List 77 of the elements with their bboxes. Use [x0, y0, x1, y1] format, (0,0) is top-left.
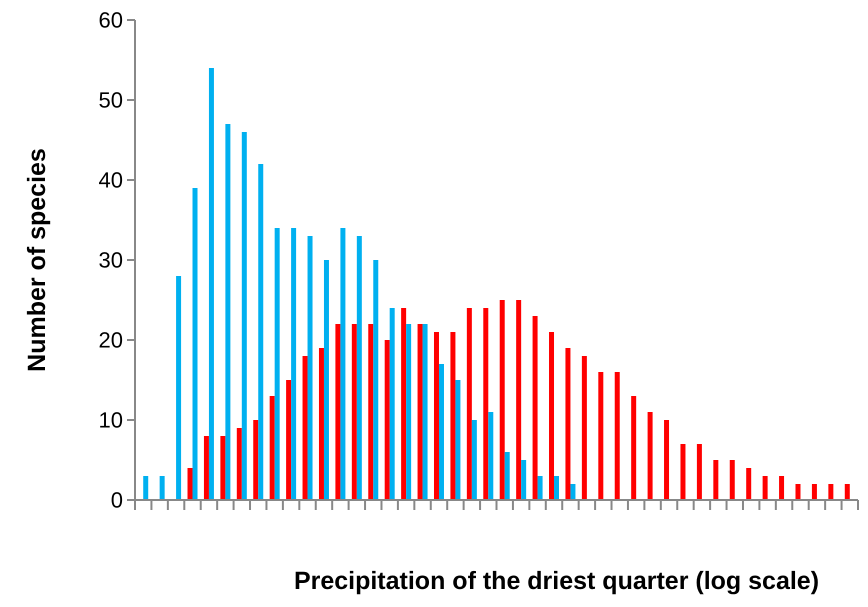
- bar: [521, 460, 526, 500]
- y-tick-label: 50: [98, 88, 123, 113]
- y-tick-label: 10: [98, 408, 123, 433]
- bar: [286, 380, 292, 500]
- bar: [554, 476, 560, 500]
- bar: [538, 476, 543, 500]
- bar: [582, 356, 587, 500]
- bar: [204, 436, 209, 500]
- bar: [356, 236, 362, 500]
- bar: [549, 332, 554, 500]
- y-tick-label: 20: [98, 328, 123, 353]
- bar: [192, 188, 198, 500]
- bar: [631, 396, 636, 500]
- bar: [401, 308, 406, 500]
- bar: [352, 324, 357, 500]
- bar: [225, 124, 230, 500]
- bar: [308, 236, 313, 500]
- bar: [516, 300, 522, 500]
- bar: [368, 324, 374, 500]
- bar: [504, 452, 510, 500]
- bar: [779, 476, 784, 500]
- bar: [664, 420, 670, 500]
- bar: [208, 68, 214, 500]
- bar: [828, 484, 834, 500]
- bar: [844, 484, 850, 500]
- bar: [483, 308, 488, 500]
- x-axis-title: Precipitation of the driest quarter (log scale): [294, 567, 820, 595]
- bar: [762, 476, 768, 500]
- bar: [472, 420, 477, 500]
- bar: [450, 332, 456, 500]
- bar: [418, 324, 423, 500]
- bar: [274, 228, 280, 500]
- bar: [434, 332, 439, 500]
- bar: [335, 324, 340, 500]
- bar: [160, 476, 165, 500]
- bar: [532, 316, 538, 500]
- bar: [746, 468, 752, 500]
- bar: [242, 132, 247, 500]
- bar: [253, 420, 258, 500]
- bar: [384, 340, 390, 500]
- bar: [236, 428, 242, 500]
- bar: [270, 396, 275, 500]
- bar: [488, 412, 494, 500]
- bar: [390, 308, 395, 500]
- bar: [143, 476, 148, 500]
- bar: [500, 300, 505, 500]
- bar: [176, 276, 182, 500]
- y-tick-label: 0: [110, 488, 123, 513]
- y-tick-label: 60: [98, 8, 123, 33]
- bar: [302, 356, 308, 500]
- bar: [220, 436, 226, 500]
- bar: [373, 260, 378, 500]
- bar: [565, 348, 570, 500]
- bar: [324, 260, 329, 500]
- y-tick-label: 30: [98, 248, 123, 273]
- y-axis-title: Number of species: [23, 148, 51, 372]
- bar: [648, 412, 653, 500]
- bar: [258, 164, 264, 500]
- bar: [291, 228, 296, 500]
- bar: [696, 444, 702, 500]
- bar: [318, 348, 324, 500]
- bar: [188, 468, 193, 500]
- bar: [680, 444, 686, 500]
- bar: [598, 372, 604, 500]
- bar: [713, 460, 718, 500]
- bar: [422, 324, 428, 500]
- bar: [466, 308, 472, 500]
- bar: [614, 372, 620, 500]
- bar: [730, 460, 735, 500]
- bar: [406, 324, 412, 500]
- bar: [455, 380, 460, 500]
- bar: [812, 484, 817, 500]
- bar: [795, 484, 800, 500]
- bar: [570, 484, 576, 500]
- bar: [340, 228, 346, 500]
- bar: [438, 364, 444, 500]
- y-tick-label: 40: [98, 168, 123, 193]
